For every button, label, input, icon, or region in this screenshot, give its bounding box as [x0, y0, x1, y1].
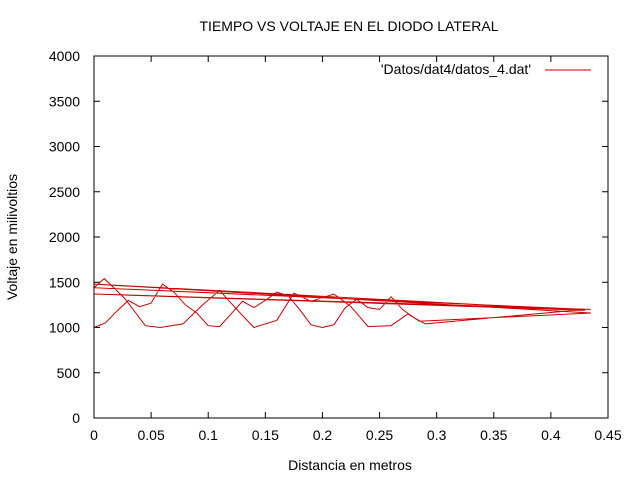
y-tick-label: 2500	[49, 184, 80, 200]
legend-label: 'Datos/dat4/datos_4.dat'	[381, 61, 531, 77]
y-axis-label: Voltaje en milivoltios	[4, 174, 20, 300]
y-tick-label: 3500	[49, 93, 80, 109]
x-tick-label: 0.4	[541, 427, 561, 443]
x-tick-label: 0.2	[313, 427, 333, 443]
y-tick-label: 2000	[49, 229, 80, 245]
chart-title: TIEMPO VS VOLTAJE EN EL DIODO LATERAL	[200, 18, 499, 34]
plot-frame	[93, 55, 609, 419]
x-tick-label: 0.15	[252, 427, 279, 443]
series-layer	[92, 277, 591, 329]
x-tick-label: 0.25	[366, 427, 393, 443]
legend: 'Datos/dat4/datos_4.dat'	[381, 61, 591, 77]
y-tick-label: 1000	[49, 320, 80, 336]
x-tick-label: 0.3	[427, 427, 447, 443]
y-tick-label: 0	[72, 410, 80, 426]
x-tick-label: 0.1	[198, 427, 218, 443]
axis-ticks: 0 0.05 0.1 0.15 0.2 0.25 0.3 0.35 0.4 0.45 0 500 100…	[49, 48, 622, 443]
x-tick-label: 0.05	[137, 427, 164, 443]
series-line-0	[92, 277, 591, 329]
x-tick-label: 0	[90, 427, 98, 443]
y-tick-label: 3000	[49, 139, 80, 155]
x-tick-label: 0.35	[480, 427, 507, 443]
x-tick-label: 0.45	[594, 427, 621, 443]
y-tick-label: 500	[57, 365, 81, 381]
y-tick-label: 4000	[49, 48, 80, 64]
y-tick-label: 1500	[49, 274, 80, 290]
x-axis-label: Distancia en metros	[288, 457, 412, 473]
